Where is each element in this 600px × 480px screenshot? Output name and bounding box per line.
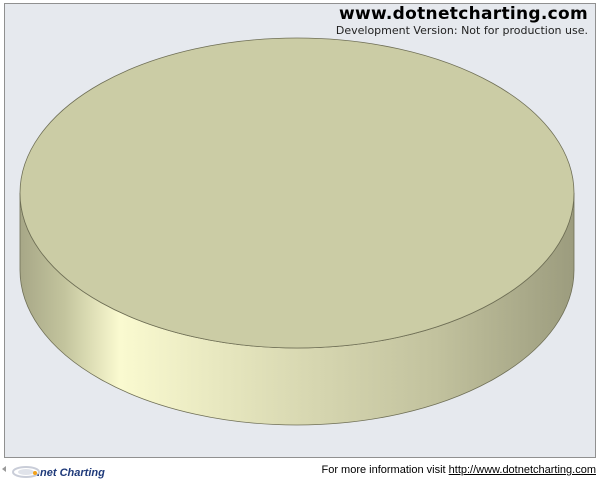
pie-chart	[19, 37, 575, 426]
logo-swoosh-icon	[12, 466, 40, 478]
footer-website-link[interactable]: http://www.dotnetcharting.com	[448, 464, 596, 476]
logo-arrow-icon	[2, 466, 6, 472]
footer-info: For more information visit http://www.do…	[321, 464, 596, 476]
logo-text: .net Charting	[37, 467, 105, 479]
footer-info-prefix: For more information visit	[321, 464, 449, 476]
chart-canvas	[4, 3, 596, 458]
footer-bar: .net Charting For more information visit…	[0, 462, 600, 480]
watermark-dev-notice: Development Version: Not for production …	[335, 24, 588, 37]
dotnetcharting-logo[interactable]: .net Charting	[2, 463, 112, 479]
pie-slice-0[interactable]	[19, 37, 575, 349]
watermark-site-title: www.dotnetcharting.com	[338, 4, 588, 24]
